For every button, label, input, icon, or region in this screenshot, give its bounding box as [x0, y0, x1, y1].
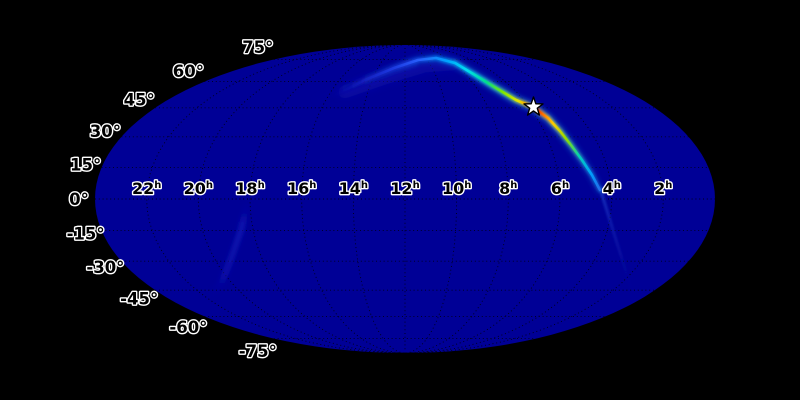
meridian-line-2h [409, 45, 664, 353]
meridian-line-18h [249, 45, 403, 353]
dec-label-60: 60° [173, 62, 204, 81]
dec-label-30: 30° [90, 122, 121, 141]
band-core [333, 56, 602, 192]
dec-label--75: -75° [239, 342, 277, 361]
dec-label--15: -15° [67, 224, 105, 243]
ra-label-8h: 8h [499, 179, 517, 198]
dec-label--60: -60° [169, 318, 207, 337]
meridian-line-16h [301, 45, 404, 353]
meridian-line-6h [407, 45, 561, 353]
meridian-line-4h [408, 45, 613, 353]
dec-label--30: -30° [86, 258, 124, 277]
ra-label-14h: 14h [339, 179, 368, 198]
ra-label-4h: 4h [603, 179, 621, 198]
ra-label-22h: 22h [132, 179, 161, 198]
ra-axis-labels: 22h 20h 18h 16h 14h 12h 10h 8h 6h 4h 2h [131, 178, 674, 200]
dec-label-15: 15° [70, 156, 101, 175]
dec-label-0: 0° [69, 190, 89, 209]
ra-label-6h: 6h [551, 179, 569, 198]
meridian-line-20h [197, 45, 402, 353]
meridian-line-22h [146, 45, 401, 353]
ra-label-16h: 16h [287, 179, 316, 198]
probability-band [207, 53, 636, 302]
dec-label-75: 75° [242, 38, 273, 57]
ra-label-10h: 10h [442, 179, 471, 198]
dec-axis-labels: 75° 60° 45°30° 15° 0° -15° -30° -45° -60° -75° [65, 36, 278, 362]
ra-label-2h: 2h [654, 179, 672, 198]
ra-label-18h: 18h [235, 179, 264, 198]
sky-ellipse [95, 45, 715, 353]
star-marker-icon [523, 96, 544, 116]
band-lower-segment [598, 186, 636, 302]
ra-label-12h: 12h [390, 179, 419, 198]
dec-label-45: 45° [124, 91, 155, 110]
dec-label--45: -45° [120, 290, 158, 309]
ra-label-20h: 20h [184, 179, 213, 198]
band-southwest-streak [207, 200, 251, 300]
